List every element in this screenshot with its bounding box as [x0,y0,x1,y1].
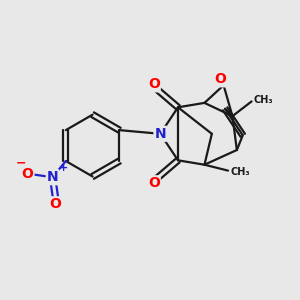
Text: O: O [148,77,160,91]
Text: O: O [50,197,61,211]
Text: −: − [16,157,26,170]
Text: CH₃: CH₃ [254,95,274,105]
Text: O: O [215,72,226,86]
Text: CH₃: CH₃ [230,167,250,177]
Text: N: N [154,127,166,141]
Text: +: + [59,163,68,173]
Text: O: O [22,167,34,181]
Text: O: O [148,176,160,190]
Text: N: N [47,170,58,184]
